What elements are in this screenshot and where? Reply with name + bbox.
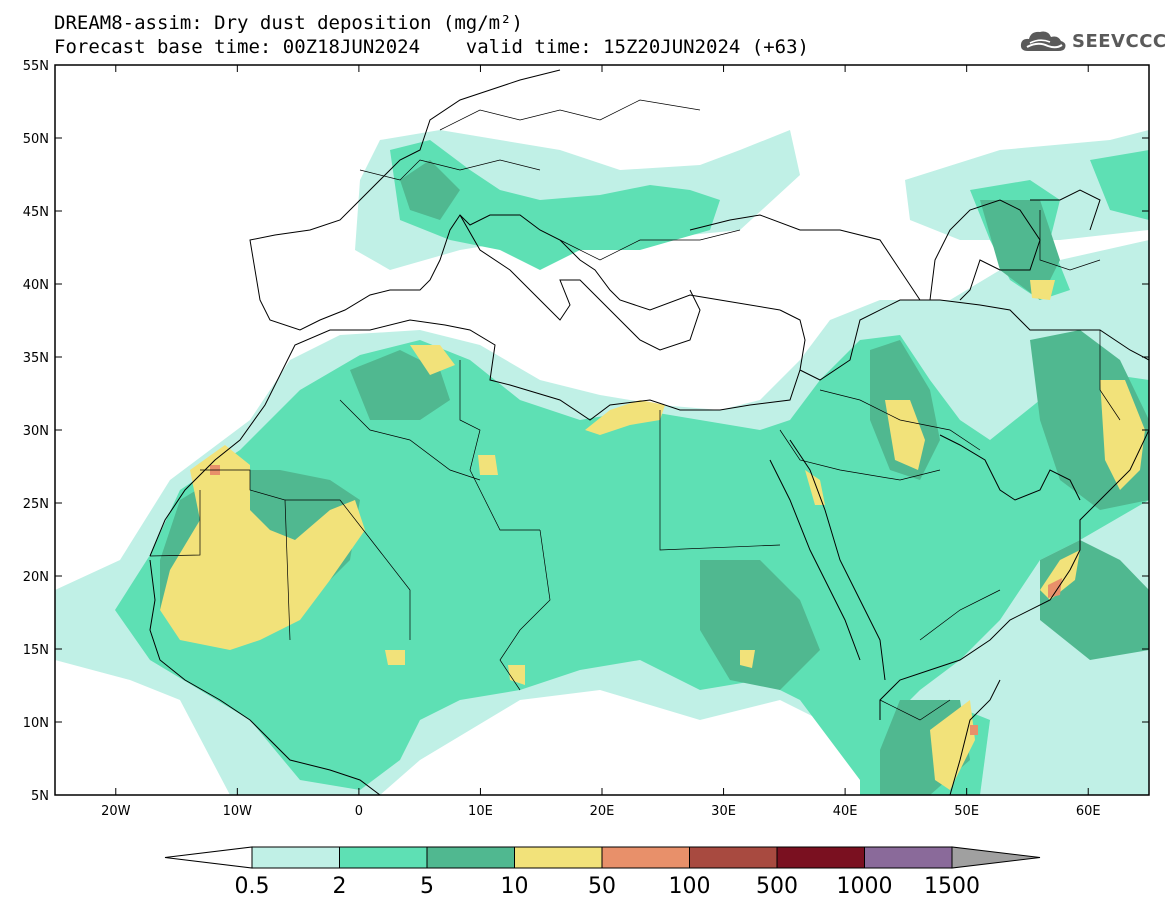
borders (149, 99, 1121, 721)
lat-tick-label: 55N (23, 59, 49, 74)
colorbar-label: 0.5 (235, 874, 270, 899)
lon-tick-label: 0 (355, 804, 363, 819)
lat-tick-label: 5N (31, 789, 49, 804)
colorbar-label: 500 (756, 874, 798, 899)
latitude-ticks: 55N 50N 45N 40N 35N 30N 25N 20N 15N 10N 5N (23, 59, 1149, 804)
lat-tick-label: 20N (23, 570, 49, 585)
lon-tick-label: 60E (1076, 804, 1101, 819)
colorbar-segment (776, 846, 865, 869)
lon-tick-label: 30E (711, 804, 736, 819)
lat-tick-label: 50N (23, 132, 49, 147)
lon-tick-label: 10W (223, 804, 253, 819)
lat-tick-label: 10N (23, 716, 49, 731)
lat-tick-label: 35N (23, 351, 49, 366)
colorbar-segment (251, 846, 340, 869)
lat-tick-label: 15N (23, 643, 49, 658)
lon-tick-label: 50E (954, 804, 979, 819)
cloud-icon (1020, 31, 1066, 51)
lat-tick-label: 45N (23, 205, 49, 220)
longitude-ticks: 20W 10W 0 10E 20E 30E 40E 50E 60E (101, 65, 1101, 819)
colorbar-label: 10 (501, 874, 529, 899)
colorbar-label: 2 (333, 874, 347, 899)
colorbar-over-arrow (951, 846, 1041, 869)
deposition-10-50 (160, 280, 1145, 790)
colorbar-label: 5 (420, 874, 434, 899)
map-title: DREAM8-assim: Dry dust deposition (mg/m²… (54, 12, 523, 34)
colorbar-label: 100 (669, 874, 711, 899)
colorbar-segment (864, 846, 953, 869)
colorbar-under-arrow (164, 846, 253, 869)
colorbar: 0.5 2 5 10 50 100 500 1000 1500 (164, 846, 1041, 899)
colorbar-label: 1000 (837, 874, 893, 899)
colorbar-label: 1500 (924, 874, 980, 899)
dust-field (55, 65, 1149, 795)
colorbar-segment (426, 846, 515, 869)
colorbar-segment (514, 846, 603, 869)
lon-tick-label: 20W (101, 804, 131, 819)
colorbar-segment (601, 846, 690, 869)
forecast-times: Forecast base time: 00Z18JUN2024 valid t… (54, 36, 809, 58)
lon-tick-label: 20E (590, 804, 615, 819)
lat-tick-label: 25N (23, 497, 49, 512)
colorbar-segment (339, 846, 428, 869)
lon-tick-label: 10E (468, 804, 493, 819)
lat-tick-label: 30N (23, 424, 49, 439)
seevccc-logo: SEEVCCC (1018, 26, 1165, 56)
lat-tick-label: 40N (23, 278, 49, 293)
colorbar-label: 50 (588, 874, 616, 899)
lon-tick-label: 40E (833, 804, 858, 819)
logo-text: SEEVCCC (1072, 30, 1165, 52)
colorbar-segment (689, 846, 778, 869)
